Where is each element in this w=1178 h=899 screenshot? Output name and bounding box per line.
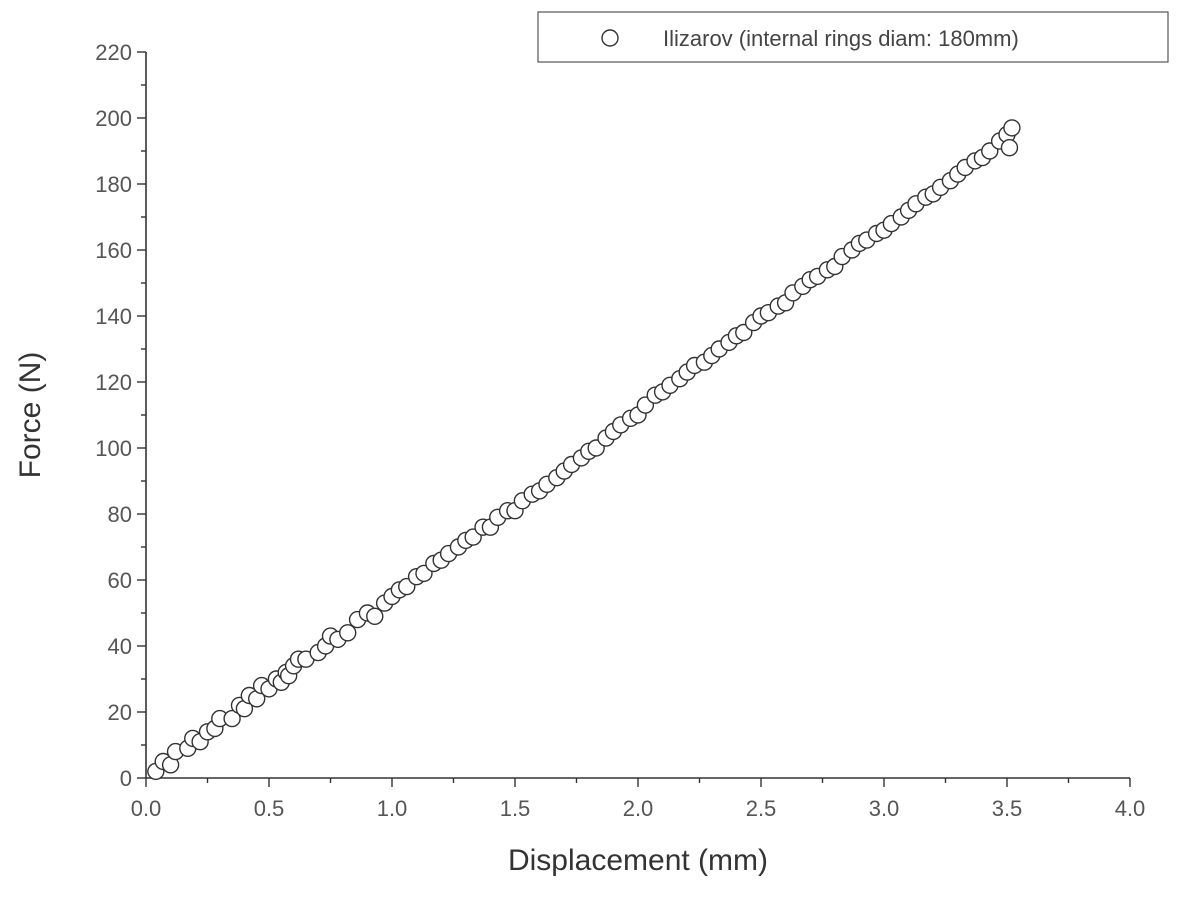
data-point (1000, 138, 1019, 157)
y-tick-label: 160 (95, 238, 132, 263)
y-tick-label: 200 (95, 106, 132, 131)
x-tick-label: 0.0 (131, 796, 162, 821)
data-points (147, 119, 1021, 781)
legend-marker-icon (601, 29, 619, 47)
y-tick-label: 80 (108, 502, 132, 527)
data-point (223, 709, 241, 728)
x-tick-label: 3.0 (869, 796, 900, 821)
legend: Ilizarov (internal rings diam: 180mm) (537, 11, 1169, 63)
y-tick-label: 140 (95, 304, 132, 329)
y-tick-label: 60 (108, 568, 132, 593)
x-ticks: 0.0 0.5 1.0 1.5 2.0 2.5 3.0 3.5 4.0 (131, 778, 1146, 821)
axes: 0.0 0.5 1.0 1.5 2.0 2.5 3.0 3.5 4.0 0 20 40 60 80 100… (95, 40, 1145, 821)
x-tick-label: 2.0 (623, 796, 654, 821)
x-tick-label: 4.0 (1115, 796, 1146, 821)
data-point (1003, 119, 1021, 137)
y-tick-label: 20 (108, 700, 132, 725)
data-point (339, 624, 357, 642)
legend-label: Ilizarov (internal rings diam: 180mm) (663, 26, 1019, 51)
x-tick-label: 2.5 (746, 796, 777, 821)
y-tick-label: 0 (120, 766, 132, 791)
x-tick-label: 0.5 (254, 796, 285, 821)
y-tick-label: 220 (95, 40, 132, 65)
x-tick-label: 3.5 (992, 796, 1023, 821)
x-tick-label: 1.0 (377, 796, 408, 821)
y-tick-label: 100 (95, 436, 132, 461)
y-ticks: 0 20 40 60 80 100 120 140 160 180 200 220 (95, 40, 146, 791)
y-axis-title: Force (N) (14, 352, 47, 479)
data-point (366, 607, 384, 625)
x-tick-label: 1.5 (500, 796, 531, 821)
y-tick-label: 40 (108, 634, 132, 659)
x-axis-title: Displacement (mm) (508, 844, 768, 877)
y-tick-label: 180 (95, 172, 132, 197)
y-tick-label: 120 (95, 370, 132, 395)
legend-box (537, 11, 1169, 63)
